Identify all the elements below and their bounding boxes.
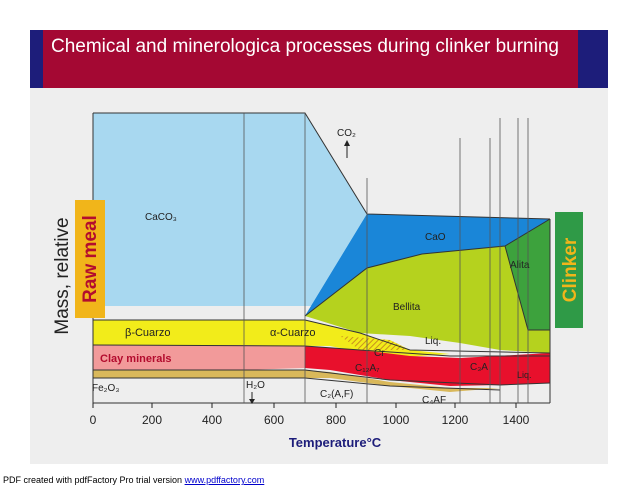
h2o-arrow-head bbox=[249, 399, 255, 404]
h2o-label: H₂O bbox=[246, 380, 265, 391]
liq2-label: Liq. bbox=[517, 370, 532, 380]
x-tick-label: 1000 bbox=[383, 413, 410, 427]
liquid-region bbox=[305, 346, 550, 386]
x-axis-ticks bbox=[92, 403, 517, 408]
cr-hatched-region bbox=[340, 336, 410, 350]
slide-title: Chemical and minerologica processes duri… bbox=[43, 30, 578, 88]
caco3-label: CaCO₃ bbox=[145, 212, 177, 223]
co2-arrow-head bbox=[344, 140, 350, 146]
fe2o3-label: Fe₂O₃ bbox=[92, 383, 119, 394]
clinker-label: Clinker bbox=[560, 237, 581, 302]
pdf-footer: PDF created with pdfFactory Pro trial ve… bbox=[3, 475, 264, 485]
co2-label: CO₂ bbox=[337, 128, 356, 139]
cao-region-fill bbox=[305, 214, 367, 316]
raw-meal-badge bbox=[75, 200, 105, 318]
clay-label: Clay minerals bbox=[100, 353, 172, 365]
beta-quartz-label: β-Cuarzo bbox=[125, 327, 170, 339]
cao-label: CaO bbox=[425, 232, 446, 243]
liq-label: Liq. bbox=[425, 336, 441, 347]
process-diagram: Mass, relative bbox=[30, 88, 608, 464]
x-tick-label: 0 bbox=[90, 413, 97, 427]
caco3-region bbox=[93, 113, 367, 306]
footer-text: PDF created with pdfFactory Pro trial ve… bbox=[3, 475, 185, 485]
x-tick-label: 1400 bbox=[503, 413, 530, 427]
clay-region bbox=[93, 345, 325, 370]
alita-region bbox=[505, 219, 550, 330]
vertical-guides bbox=[243, 113, 529, 403]
alpha-quartz-label: α-Cuarzo bbox=[270, 327, 315, 339]
c12a7-label: C₁₂A₇ bbox=[355, 363, 380, 374]
bellita-region bbox=[305, 246, 550, 353]
raw-meal-label: Raw meal bbox=[80, 215, 101, 303]
bellita-label: Bellita bbox=[393, 302, 421, 313]
c3a-label: C₃A bbox=[470, 362, 488, 373]
x-tick-label: 600 bbox=[264, 413, 284, 427]
x-tick-label: 800 bbox=[326, 413, 346, 427]
alita-label: Alita bbox=[510, 260, 530, 271]
c4af-label: C₄AF bbox=[422, 395, 446, 406]
y-axis-label: Mass, relative bbox=[52, 217, 73, 334]
cr-label: Cr bbox=[374, 348, 385, 359]
x-tick-label: 200 bbox=[142, 413, 162, 427]
clinker-badge bbox=[555, 212, 583, 328]
c2af-label: C₂(A,F) bbox=[320, 389, 353, 400]
x-tick-label: 400 bbox=[202, 413, 222, 427]
x-tick-label: 1200 bbox=[442, 413, 469, 427]
footer-link[interactable]: www.pdffactory.com bbox=[184, 475, 265, 485]
x-axis-label: Temperature°C bbox=[289, 435, 382, 450]
region-outlines bbox=[92, 112, 551, 404]
